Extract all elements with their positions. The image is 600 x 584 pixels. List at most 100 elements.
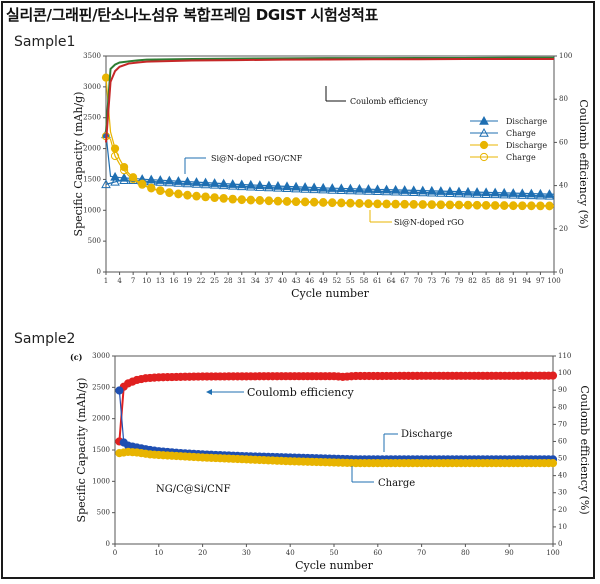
- data-point: [399, 186, 410, 196]
- data-point: [210, 193, 219, 203]
- x-tick-label: 50: [330, 549, 339, 557]
- data-point: [255, 196, 264, 205]
- legend-marker: [479, 127, 489, 137]
- data-point: [245, 181, 256, 191]
- y2-tick-label: 100: [559, 52, 572, 60]
- data-point: [115, 386, 124, 395]
- x-tick-label: 80: [461, 549, 470, 557]
- data-point: [120, 166, 129, 175]
- data-point: [454, 188, 464, 198]
- annotation-charge: Charge: [378, 478, 415, 489]
- x-tick-label: 90: [505, 549, 514, 557]
- data-point: [408, 187, 419, 196]
- x-tick-label: 58: [359, 277, 368, 285]
- y-tick-label: 500: [97, 509, 110, 517]
- data-point: [509, 201, 518, 211]
- data-point: [138, 180, 147, 189]
- data-point: [301, 198, 310, 207]
- data-point: [264, 182, 274, 192]
- data-point: [409, 200, 418, 209]
- data-point: [336, 185, 347, 194]
- y-tick-label: 1000: [83, 206, 101, 214]
- data-point: [101, 179, 111, 189]
- data-point: [426, 187, 437, 197]
- x-axis-label: Cycle number: [291, 287, 369, 300]
- y2-tick-label: 110: [558, 352, 571, 360]
- data-point: [219, 194, 228, 203]
- data-point: [237, 195, 246, 205]
- data-point: [436, 200, 445, 210]
- x-tick-label: 40: [286, 549, 295, 557]
- x-tick-label: 91: [509, 277, 518, 285]
- x-tick-label: 30: [242, 549, 251, 557]
- y-axis-label: Specific Capacity (mAh/g): [72, 92, 85, 237]
- data-point: [346, 199, 355, 208]
- legend-marker: [479, 115, 489, 125]
- legend-label: Charge: [506, 153, 536, 162]
- x-tick-label: 79: [455, 277, 464, 285]
- y2-tick-label: 40: [559, 182, 568, 190]
- data-point: [228, 195, 237, 204]
- data-point: [363, 186, 374, 195]
- data-point: [545, 202, 554, 211]
- x-tick-label: 70: [414, 277, 423, 285]
- y-tick-label: 3000: [83, 83, 101, 91]
- data-point: [482, 201, 491, 210]
- data-point: [328, 198, 337, 208]
- legend-label: Charge: [506, 129, 536, 138]
- data-point: [527, 202, 536, 211]
- x-tick-label: 4: [117, 277, 122, 285]
- data-point: [491, 201, 500, 210]
- data-point: [463, 201, 473, 210]
- y2-tick-label: 100: [558, 369, 571, 377]
- x-tick-label: 76: [441, 277, 450, 285]
- data-point: [273, 197, 283, 206]
- data-point: [255, 182, 265, 191]
- x-tick-label: 10: [154, 549, 163, 557]
- data-point: [173, 177, 184, 187]
- x-tick-label: 85: [482, 277, 491, 285]
- annotation-coulomb: Coulomb efficiency: [247, 386, 355, 399]
- data-point: [209, 179, 220, 189]
- x-tick-label: 0: [113, 549, 117, 557]
- y-tick-label: 2500: [92, 383, 110, 391]
- x-tick-label: 49: [319, 277, 328, 285]
- data-point: [165, 188, 174, 198]
- data-point: [201, 193, 210, 202]
- y2-tick-label: 30: [558, 489, 567, 497]
- data-point: [548, 371, 558, 380]
- data-point: [472, 188, 482, 198]
- data-point: [327, 185, 338, 194]
- x-tick-label: 82: [468, 277, 477, 285]
- data-point: [481, 189, 491, 198]
- annotation-sample: NG/C@Si/CNF: [156, 484, 231, 495]
- y2-tick-label: 20: [558, 506, 567, 514]
- data-point: [436, 187, 446, 197]
- y-tick-label: 0: [97, 268, 101, 276]
- data-point: [227, 180, 238, 190]
- data-point: [129, 175, 138, 184]
- x-tick-label: 20: [198, 549, 207, 557]
- data-point: [236, 181, 247, 191]
- report-frame: [1, 1, 595, 579]
- data-point: [391, 200, 400, 209]
- x-tick-label: 19: [183, 277, 192, 285]
- data-point: [110, 171, 120, 181]
- data-point: [191, 178, 202, 188]
- x-tick-label: 88: [495, 277, 504, 285]
- series-line: [105, 135, 555, 207]
- x-tick-label: 7: [131, 277, 135, 285]
- y2-tick-label: 20: [559, 225, 568, 233]
- x-tick-label: 70: [417, 549, 426, 557]
- y-tick-label: 0: [106, 540, 110, 548]
- series-line: [118, 390, 553, 460]
- data-point: [427, 200, 436, 210]
- data-point: [119, 175, 129, 185]
- x-tick-label: 22: [197, 277, 206, 285]
- data-point: [454, 201, 464, 210]
- legend-marker: [479, 140, 489, 150]
- page-title: 실리콘/그래핀/탄소나노섬유 복합프레임 DGIST 시험성적표: [6, 6, 379, 24]
- x-tick-label: 28: [224, 277, 233, 285]
- x-tick-label: 52: [332, 277, 341, 285]
